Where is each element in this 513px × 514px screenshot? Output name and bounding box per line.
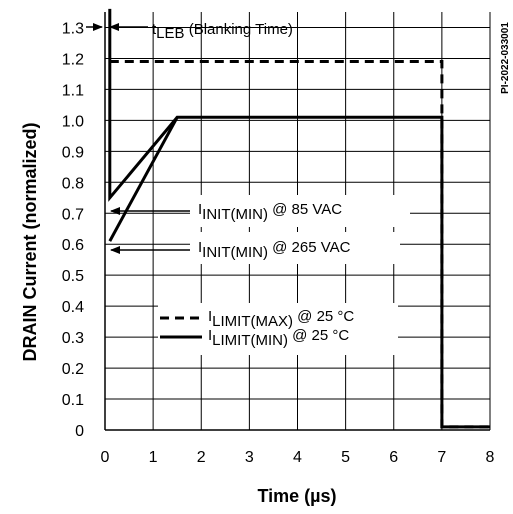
x-tick-label: 8 [486, 449, 495, 466]
iinit-265-label-bg [190, 232, 400, 264]
y-tick-label: 0 [75, 423, 84, 440]
legend: ILIMIT(MAX) @ 25 °C ILIMIT(MIN) @ 25 °C [158, 303, 398, 355]
y-tick-label: 1.1 [62, 82, 84, 99]
iinit-85-label-bg [190, 195, 410, 227]
legend-label-max: ILIMIT(MAX) @ 25 °C [208, 308, 354, 330]
y-tick-label: 0.6 [62, 237, 84, 254]
x-tick-label: 7 [437, 449, 446, 466]
y-tick-label: 0.2 [62, 361, 84, 378]
iinit-85-label: IINIT(MIN) @ 85 VAC [198, 201, 342, 223]
y-axis-title: DRAIN Current (normalized) [20, 122, 40, 361]
tleb-label: tLEB (Blanking Time) [152, 21, 293, 42]
y-tick-labels: 0 0.1 0.2 0.3 0.4 0.5 0.6 0.7 0.8 0.9 1.0 1.1 1.2 1.3 [62, 20, 84, 440]
y-tick-label: 0.5 [62, 268, 84, 285]
x-tick-label: 5 [341, 449, 350, 466]
series-line-iinit-265 [108, 116, 179, 242]
x-tick-label: 3 [245, 449, 254, 466]
x-tick-label: 4 [293, 449, 302, 466]
x-tick-label: 1 [149, 449, 158, 466]
legend-bg [158, 303, 398, 355]
y-tick-label: 1.0 [62, 113, 84, 130]
figure-id: PI-2022-033001 [500, 22, 511, 94]
x-tick-labels: 0 1 2 3 4 5 6 7 8 [101, 449, 495, 466]
y-tick-label: 0.4 [62, 299, 84, 316]
x-tick-label: 2 [197, 449, 206, 466]
x-axis-title: Time (µs) [257, 486, 336, 506]
iinit-265-annotation: IINIT(MIN) @ 265 VAC [110, 232, 400, 264]
x-tick-label: 0 [101, 449, 110, 466]
y-tick-label: 0.7 [62, 206, 84, 223]
iinit-85-annotation: IINIT(MIN) @ 85 VAC [110, 195, 410, 227]
series-lines [108, 8, 490, 429]
y-tick-label: 1.2 [62, 51, 84, 68]
legend-label-min: ILIMIT(MIN) @ 25 °C [208, 327, 349, 349]
y-tick-label: 0.8 [62, 175, 84, 192]
x-tick-label: 6 [389, 449, 398, 466]
y-tick-label: 1.3 [62, 20, 84, 37]
series-line-ilimit-min [108, 8, 490, 429]
y-tick-label: 0.1 [62, 392, 84, 409]
iinit-265-label: IINIT(MIN) @ 265 VAC [198, 239, 351, 261]
y-tick-label: 0.9 [62, 144, 84, 161]
y-tick-label: 0.3 [62, 330, 84, 347]
tleb-annotation: tLEB (Blanking Time) [86, 21, 293, 42]
